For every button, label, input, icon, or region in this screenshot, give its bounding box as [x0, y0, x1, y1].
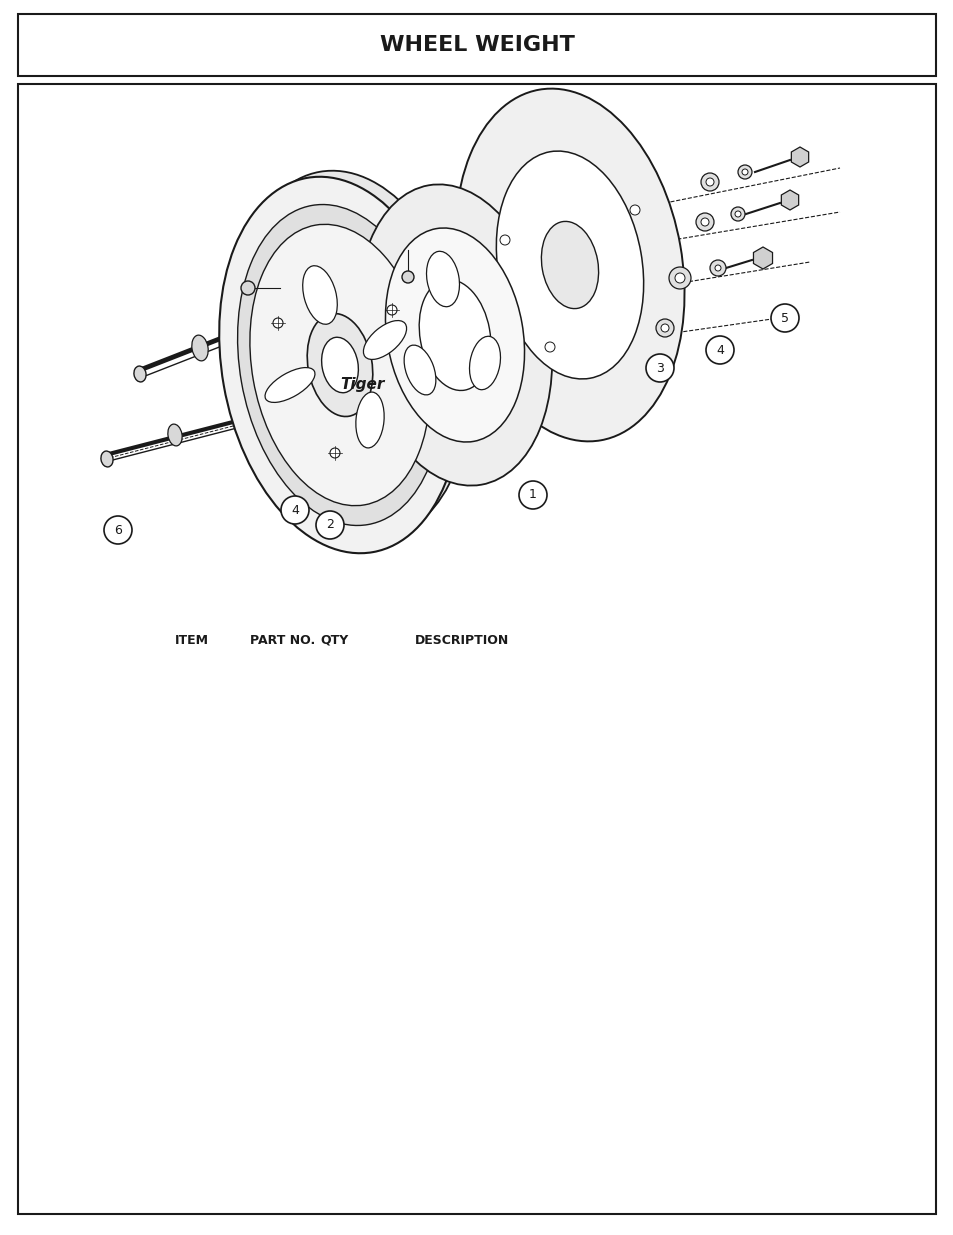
Ellipse shape	[357, 184, 552, 485]
Ellipse shape	[265, 368, 314, 403]
Circle shape	[281, 496, 309, 524]
Text: 1: 1	[529, 489, 537, 501]
Circle shape	[668, 267, 690, 289]
Text: 4: 4	[716, 343, 723, 357]
Text: 5: 5	[781, 311, 788, 325]
Text: QTY: QTY	[319, 634, 348, 646]
Circle shape	[700, 173, 719, 191]
Ellipse shape	[237, 205, 442, 525]
Circle shape	[705, 178, 713, 186]
Circle shape	[714, 266, 720, 270]
Circle shape	[499, 235, 510, 245]
Circle shape	[273, 317, 283, 329]
Circle shape	[730, 207, 744, 221]
Circle shape	[645, 354, 673, 382]
Text: 6: 6	[114, 524, 122, 536]
Ellipse shape	[233, 170, 470, 540]
Circle shape	[705, 336, 733, 364]
Ellipse shape	[192, 335, 208, 361]
Circle shape	[656, 319, 673, 337]
Circle shape	[741, 169, 747, 175]
Bar	[18, 14, 935, 77]
Text: Tiger: Tiger	[339, 378, 384, 393]
Ellipse shape	[133, 366, 146, 382]
Circle shape	[629, 205, 639, 215]
Ellipse shape	[385, 228, 524, 442]
Circle shape	[709, 261, 725, 275]
Text: PART NO.: PART NO.	[250, 634, 314, 646]
Ellipse shape	[307, 314, 373, 416]
Ellipse shape	[219, 177, 460, 553]
Ellipse shape	[355, 391, 384, 448]
Circle shape	[675, 273, 684, 283]
Ellipse shape	[418, 279, 490, 390]
Polygon shape	[781, 190, 798, 210]
Ellipse shape	[426, 251, 459, 306]
Circle shape	[734, 211, 740, 217]
Ellipse shape	[469, 336, 500, 390]
Ellipse shape	[404, 345, 436, 395]
Circle shape	[770, 304, 799, 332]
Circle shape	[241, 282, 254, 295]
Circle shape	[518, 480, 546, 509]
Circle shape	[700, 219, 708, 226]
Circle shape	[696, 212, 713, 231]
Circle shape	[544, 342, 555, 352]
Text: DESCRIPTION: DESCRIPTION	[415, 634, 509, 646]
Circle shape	[660, 324, 668, 332]
Ellipse shape	[302, 266, 337, 325]
Text: 2: 2	[326, 519, 334, 531]
Circle shape	[315, 511, 344, 538]
Circle shape	[330, 448, 339, 458]
Circle shape	[401, 270, 414, 283]
Text: WHEEL WEIGHT: WHEEL WEIGHT	[379, 35, 574, 56]
Text: 4: 4	[291, 504, 298, 516]
Circle shape	[104, 516, 132, 543]
Ellipse shape	[455, 89, 684, 441]
Text: ITEM: ITEM	[174, 634, 209, 646]
Polygon shape	[753, 247, 772, 269]
Text: 3: 3	[656, 362, 663, 374]
Ellipse shape	[321, 337, 358, 393]
Ellipse shape	[540, 221, 598, 309]
Polygon shape	[790, 147, 808, 167]
Ellipse shape	[168, 424, 182, 446]
Ellipse shape	[250, 225, 430, 505]
Ellipse shape	[101, 451, 113, 467]
Circle shape	[387, 305, 396, 315]
Ellipse shape	[363, 321, 406, 359]
Ellipse shape	[496, 151, 643, 379]
Circle shape	[738, 165, 751, 179]
